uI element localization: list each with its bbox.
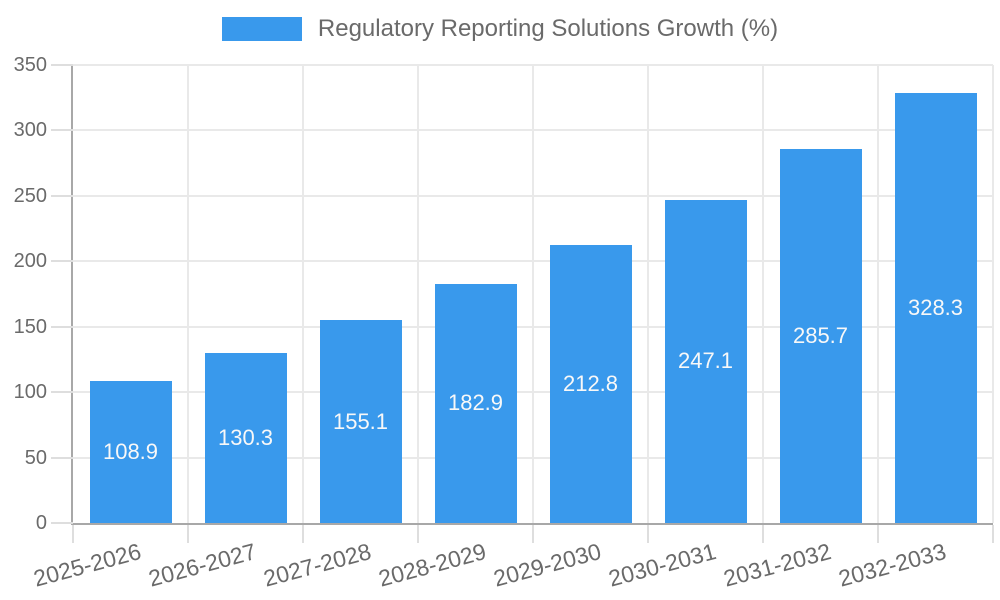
x-tick-mark [647,525,649,543]
y-tick-mark [51,391,73,394]
x-tick-mark [72,525,74,543]
x-tick-label: 2026-2027 [145,538,259,592]
bar-value-label: 328.3 [907,295,964,321]
bar [434,283,517,523]
x-gridline [877,65,879,523]
y-tick-mark [51,260,73,263]
y-tick-label: 150 [13,315,47,338]
bar [549,244,632,523]
y-tick-label: 300 [13,119,47,142]
bar-value-label: 285.7 [792,323,849,349]
bar [319,320,402,523]
x-tick-mark [302,525,304,543]
bar-value-label: 212.8 [562,370,619,396]
x-gridline [302,65,304,523]
x-tick-mark [762,525,764,543]
bar-value-label: 108.9 [102,438,159,464]
bar [89,380,172,523]
x-gridline [992,65,994,523]
x-tick-label: 2027-2028 [260,538,374,592]
x-gridline [417,65,419,523]
bar [664,199,747,523]
x-tick-mark [532,525,534,543]
y-tick-label: 350 [13,54,47,76]
y-tick-mark [51,194,73,197]
legend-label: Regulatory Reporting Solutions Growth (%… [317,15,779,42]
y-tick-mark [51,64,73,66]
x-gridline [187,65,189,523]
x-tick-label: 2028-2029 [375,538,489,592]
y-tick-label: 250 [13,184,47,207]
x-gridline [532,65,534,523]
plot-area: 108.9 130.3 155.1 182.9 212.8 247.1 285.7 328.3 [71,64,994,525]
y-tick-mark [51,325,73,328]
y-tick-label: 0 [35,512,47,534]
y-tick-mark [51,129,73,132]
bar [779,149,862,523]
y-tick-mark [51,522,73,524]
bar-value-label: 247.1 [677,348,734,374]
bar-value-label: 182.9 [447,390,504,416]
legend-item[interactable]: Regulatory Reporting Solutions Growth (%… [0,14,1000,44]
x-tick-mark [877,525,879,543]
bar [204,352,287,523]
x-tick-mark [992,525,994,543]
y-tick-label: 200 [13,250,47,273]
x-tick-mark [187,525,189,543]
x-tick-label: 2029-2030 [490,538,604,592]
bar-value-label: 130.3 [217,424,274,450]
legend-swatch [221,17,302,41]
y-tick-label: 100 [13,381,47,404]
y-tick-mark [51,456,73,459]
bar-value-label: 155.1 [332,408,389,434]
x-tick-label: 2030-2031 [605,538,719,592]
x-tick-label: 2031-2032 [720,538,834,592]
x-tick-label: 2032-2033 [835,538,949,592]
x-tick-label: 2025-2026 [30,538,144,592]
x-gridline [762,65,764,523]
x-tick-mark [417,525,419,543]
x-gridline [647,65,649,523]
y-tick-label: 50 [24,446,47,469]
bar [894,93,977,523]
